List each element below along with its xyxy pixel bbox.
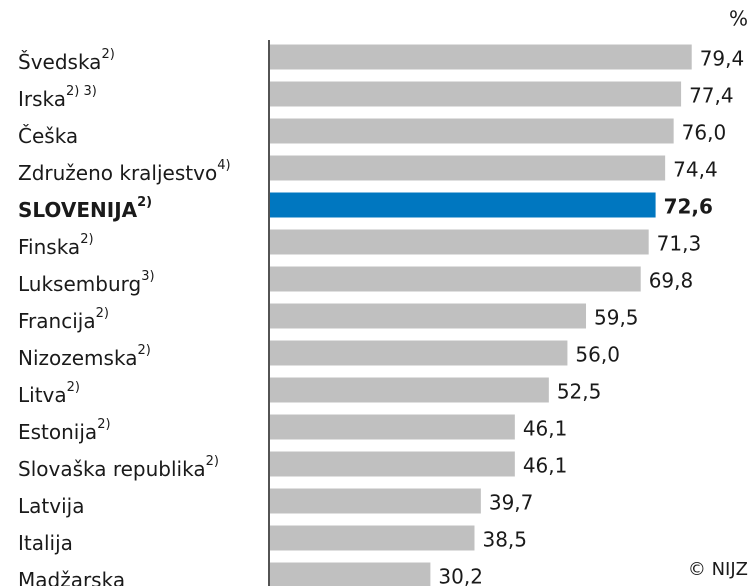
bar [270,118,674,144]
category-label: Združeno kraljestvo4) [18,158,231,185]
value-label: 52,5 [557,380,602,404]
category-label: SLOVENIJA2) [18,195,152,222]
category-label: Estonija2) [18,417,111,444]
value-label: 30,2 [438,565,483,586]
category-note: 3) [141,269,154,284]
category-name: Francija [18,309,96,333]
category-name: Latvija [18,494,84,518]
category-name: Nizozemska [18,346,137,370]
category-note: 2) [67,380,80,395]
value-label: 38,5 [482,528,527,552]
category-note: 4) [217,158,230,173]
value-label: 56,0 [575,343,620,367]
category-name: Estonija [18,420,97,444]
category-label: Latvija [18,494,84,518]
bar [270,340,568,366]
category-name: Slovaška republika [18,457,206,481]
category-label: Luksemburg3) [18,269,155,296]
category-name: Irska [18,87,66,111]
category-label: Litva2) [18,380,80,407]
category-note: 2) 3) [66,84,97,99]
bar [270,44,692,70]
value-label: 46,1 [523,454,568,478]
value-label: 46,1 [523,417,568,441]
category-note: 2) [97,417,110,432]
category-label: Francija2) [18,306,109,333]
bar [270,562,431,586]
value-label: 69,8 [649,269,694,293]
category-name: SLOVENIJA [18,198,138,222]
category-name: Madžarska [18,568,125,586]
category-name: Združeno kraljestvo [18,161,217,185]
category-note: 2) [101,47,114,62]
bar [270,155,666,181]
category-label: Češka [18,124,78,148]
category-note: 2) [206,454,219,469]
category-label: Slovaška republika2) [18,454,219,481]
category-note: 2) [137,343,150,358]
value-label: 76,0 [682,121,727,145]
category-label: Madžarska [18,568,125,586]
bar [270,525,475,551]
bar [270,192,656,218]
value-label: 59,5 [594,306,639,330]
bar [270,229,649,255]
value-label: 77,4 [689,84,734,108]
category-name: Litva [18,383,67,407]
category-name: Finska [18,235,80,259]
category-name: Švedska [18,50,101,74]
category-name: Luksemburg [18,272,141,296]
value-label: 39,7 [489,491,534,515]
category-label: Finska2) [18,232,94,259]
value-label: 72,6 [664,195,713,219]
category-name: Italija [18,531,73,555]
bar [270,266,641,292]
value-label: 71,3 [657,232,702,256]
bar [270,451,515,477]
bar [270,303,587,329]
category-note: 2) [80,232,93,247]
bar [270,377,549,403]
category-label: Irska2) 3) [18,84,97,111]
credit: © NIJZ [688,559,748,580]
bar [270,488,481,514]
category-note: 2) [137,195,152,210]
category-label: Nizozemska2) [18,343,151,370]
bar [270,414,515,440]
category-name: Češka [18,124,78,148]
category-note: 2) [96,306,109,321]
category-label: Italija [18,531,73,555]
value-label: 79,4 [700,47,745,71]
unit-label: % [729,7,748,31]
value-label: 74,4 [673,158,718,182]
category-label: Švedska2) [18,47,115,74]
bar [270,81,682,107]
